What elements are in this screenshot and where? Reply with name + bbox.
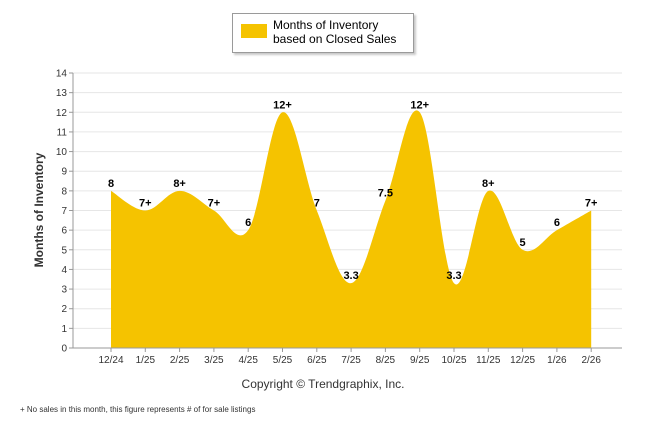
x-tick-label: 8/25 bbox=[376, 355, 396, 366]
y-tick-label: 11 bbox=[57, 127, 68, 138]
x-tick-label: 5/25 bbox=[273, 355, 293, 366]
y-tick-label: 2 bbox=[61, 304, 67, 315]
legend-swatch bbox=[241, 24, 267, 38]
area-series-fill bbox=[111, 110, 592, 348]
y-tick-label: 9 bbox=[61, 167, 67, 178]
data-label: 7+ bbox=[208, 198, 221, 210]
x-tick-label: 10/25 bbox=[441, 355, 466, 366]
y-tick-label: 13 bbox=[56, 88, 68, 99]
y-tick-label: 10 bbox=[56, 147, 68, 158]
x-tick-label: 2/25 bbox=[170, 355, 190, 366]
data-label: 12+ bbox=[273, 99, 292, 111]
data-label: 7.5 bbox=[378, 188, 393, 200]
data-label: 6 bbox=[554, 217, 560, 229]
footnote-text: + No sales in this month, this figure re… bbox=[20, 405, 256, 414]
data-label: 5 bbox=[520, 237, 526, 249]
data-label: 8 bbox=[108, 178, 114, 190]
y-tick-label: 0 bbox=[61, 344, 67, 355]
data-label: 8+ bbox=[173, 178, 186, 190]
data-label: 7+ bbox=[139, 198, 152, 210]
data-label: 8+ bbox=[482, 178, 495, 190]
x-tick-label: 4/25 bbox=[238, 355, 258, 366]
x-tick-label: 1/25 bbox=[136, 355, 156, 366]
y-tick-label: 4 bbox=[61, 265, 67, 276]
x-tick-label: 12/25 bbox=[510, 355, 535, 366]
x-tick-label: 9/25 bbox=[410, 355, 430, 366]
x-tick-label: 2/26 bbox=[581, 355, 601, 366]
x-axis-ticks: 12/24 1/25 2/25 3/25 4/25 5/25 6/25 7/25 8/25 9/2… bbox=[98, 348, 601, 366]
y-tick-label: 8 bbox=[61, 186, 67, 197]
y-tick-label: 6 bbox=[61, 226, 67, 237]
data-label: 7+ bbox=[585, 198, 598, 210]
x-tick-label: 6/25 bbox=[307, 355, 327, 366]
x-tick-label: 7/25 bbox=[341, 355, 361, 366]
y-tick-label: 1 bbox=[61, 324, 67, 335]
y-tick-label: 12 bbox=[56, 108, 68, 119]
data-label: 3.3 bbox=[343, 270, 358, 282]
legend: Months of Inventory based on Closed Sale… bbox=[232, 13, 414, 53]
y-axis-label: Months of Inventory bbox=[32, 152, 46, 267]
data-label: 6 bbox=[245, 217, 251, 229]
y-tick-label: 14 bbox=[56, 69, 68, 80]
y-tick-label: 3 bbox=[61, 285, 67, 296]
legend-label: Months of Inventory based on Closed Sale… bbox=[273, 18, 397, 46]
x-tick-label: 3/25 bbox=[204, 355, 224, 366]
copyright-text: Copyright © Trendgraphix, Inc. bbox=[241, 377, 405, 391]
x-tick-label: 12/24 bbox=[98, 355, 123, 366]
x-tick-label: 1/26 bbox=[547, 355, 567, 366]
y-tick-label: 7 bbox=[61, 206, 67, 217]
data-labels: 8 7+ 8+ 7+ 6 12+ 7 3.3 7.5 12+ 3.3 8+ 5 6 7+ bbox=[108, 99, 598, 282]
x-tick-label: 11/25 bbox=[476, 355, 501, 366]
data-label: 3.3 bbox=[446, 270, 461, 282]
y-tick-label: 5 bbox=[61, 245, 67, 256]
data-label: 12+ bbox=[410, 99, 429, 111]
data-label: 7 bbox=[314, 198, 320, 210]
